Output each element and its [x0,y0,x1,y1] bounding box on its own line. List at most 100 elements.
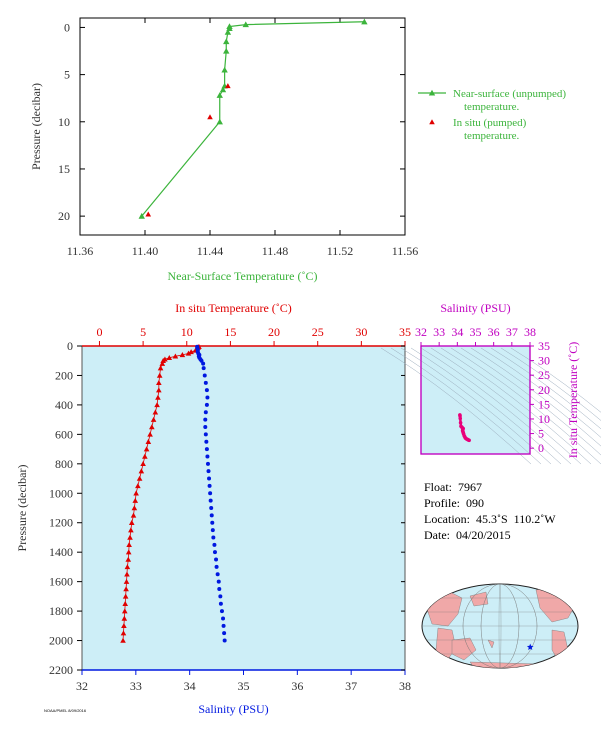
salinity-point [202,373,207,378]
x-tick-label: 11.40 [132,244,159,258]
temperature-point [133,490,139,496]
temperature-point [121,623,127,629]
y-tick-label: 200 [55,368,73,382]
legend-label: Near-surface (unpumped) [453,88,566,100]
location: Location: 45.3˚S 110.2˚W [424,512,556,526]
temperature-point [127,534,133,540]
x-tick-label: 11.56 [392,244,419,258]
temperature-point [149,424,155,430]
ts-x-tick-label: 37 [506,325,518,339]
salinity-point [204,447,209,452]
temperature-point [124,564,131,570]
ts-y-tick-label: 10 [538,412,550,426]
y-tick-label: 600 [55,427,73,441]
salinity-point [217,587,222,591]
temperature-point [156,372,163,378]
density-contour [390,347,542,465]
legend-label: In situ (pumped) [453,117,527,129]
ts-x-tick-label: 32 [415,325,427,339]
temperature-point [179,352,186,358]
world-map [421,583,579,669]
near-surface-point [219,86,227,93]
salinity-axis-label: Salinity (PSU) [198,702,268,716]
temperature-point [140,461,146,467]
salinity-point [222,638,227,643]
salinity-tick-label: 34 [184,679,196,693]
salinity-point [208,498,213,503]
temp-tick-label: 15 [224,325,236,339]
salinity-point [205,461,210,466]
y-tick-label: 0 [64,20,70,34]
salinity-point [207,476,212,481]
credit-text: NOAA/PMEL 8/09/2016 [44,708,87,713]
temperature-point [156,387,162,393]
salinity-point [212,550,217,555]
star-icon [526,643,534,650]
temperature-point [138,468,145,474]
salinity-point [205,454,210,459]
salinity-point [203,380,208,385]
temperature-point [131,505,138,511]
y-tick-label: 15 [58,162,70,176]
temperature-point [122,600,129,606]
ts-point [467,438,471,443]
salinity-point [203,432,208,437]
y-axis-label: Pressure (decibar) [15,465,29,552]
temp-axis-label: In situ Temperature (˚C) [175,301,292,315]
salinity-point [203,417,208,422]
salinity-point [201,366,206,371]
temperature-point [155,394,161,400]
legend-label: temperature. [464,130,520,142]
y-tick-label: 1600 [49,575,73,589]
temperature-point [154,402,160,408]
ts-x-tick-label: 36 [488,325,500,339]
plot-frame [79,17,406,236]
ts-y-tick-label: 25 [538,368,550,382]
salinity-point [199,358,204,363]
temperature-point [125,549,132,555]
x-tick-label: 11.44 [197,244,224,258]
temperature-point [159,360,166,366]
y-tick-label: 2000 [49,634,73,648]
salinity-point [209,506,214,510]
salinity-tick-label: 33 [130,679,142,693]
ts-y-axis-label: In situ Temperature (˚C) [566,342,580,459]
salinity-point [222,631,227,636]
salinity-tick-label: 37 [345,679,357,693]
density-contour [470,347,601,447]
temperature-point [123,586,129,592]
temperature-point [160,357,166,363]
temperature-point [128,519,135,525]
density-contour [450,347,601,465]
ts-x-axis-label: Salinity (PSU) [440,301,510,315]
ts-y-tick-label: 5 [538,427,544,441]
temperature-point [120,637,126,643]
y-tick-label: 10 [58,115,70,129]
salinity-point [211,535,216,540]
salinity-point [214,557,219,562]
temp-tick-label: 5 [140,325,146,339]
y-tick-label: 1000 [49,486,73,500]
profile-number: Profile: 090 [424,496,484,510]
legend-swatch-triangle [429,119,435,125]
salinity-point [210,520,215,525]
density-contour [420,347,572,465]
salinity-point [214,564,219,569]
density-contour [430,347,582,465]
temperature-point [152,409,159,415]
y-tick-label: 5 [64,68,70,82]
salinity-point [218,594,223,599]
salinity-point [204,439,209,444]
density-contour [410,347,562,465]
temperature-point [122,593,129,599]
x-tick-label: 11.52 [327,244,354,258]
in-situ-point [145,211,152,217]
y-tick-label: 1800 [49,604,73,618]
salinity-point [216,579,221,584]
in-situ-point [225,83,231,89]
salinity-point [221,616,226,621]
ts-x-tick-label: 35 [470,325,482,339]
near-surface-point [138,212,145,219]
salinity-tick-label: 38 [399,679,411,693]
